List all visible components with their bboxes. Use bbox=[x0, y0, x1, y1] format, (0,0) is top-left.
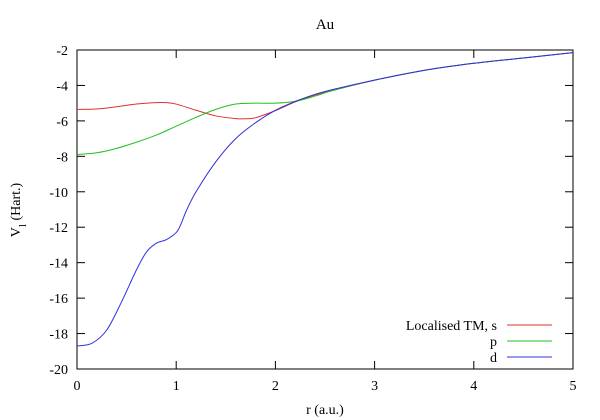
y-tick-label: -16 bbox=[49, 292, 68, 307]
y-tick-label: -18 bbox=[49, 328, 68, 343]
legend-label: d bbox=[490, 351, 497, 366]
y-tick-label: -20 bbox=[49, 363, 68, 378]
y-axis-label-sub: l bbox=[17, 224, 29, 227]
chart-title: Au bbox=[316, 17, 335, 33]
y-axis-label: Vl (Hart.) bbox=[9, 182, 29, 237]
x-tick-label: 0 bbox=[74, 379, 81, 394]
legend-label: Localised TM, s bbox=[406, 319, 497, 334]
legend: Localised TM, spd bbox=[406, 319, 552, 366]
y-tick-label: -2 bbox=[56, 44, 68, 59]
y-tick-label: -4 bbox=[56, 79, 68, 94]
y-axis-label-main: V bbox=[9, 227, 24, 237]
series-line-1 bbox=[76, 52, 574, 156]
y-tick-label: -10 bbox=[49, 186, 68, 201]
y-tick-label: -6 bbox=[56, 115, 68, 130]
plot-frame bbox=[76, 49, 574, 370]
x-tick-label: 4 bbox=[470, 379, 477, 394]
legend-label: p bbox=[490, 335, 497, 350]
x-tick-label: 2 bbox=[272, 379, 279, 394]
series-group bbox=[76, 52, 574, 347]
series-line-0 bbox=[76, 52, 574, 120]
y-tick-label: -8 bbox=[56, 150, 68, 165]
y-tick-label: -14 bbox=[49, 257, 68, 272]
x-tick-label: 1 bbox=[173, 379, 180, 394]
x-tick-label: 3 bbox=[371, 379, 378, 394]
y-tick-label: -12 bbox=[49, 221, 68, 236]
x-tick-label: 5 bbox=[570, 379, 577, 394]
series-line-2 bbox=[76, 52, 574, 347]
x-axis: 0 1 2 3 4 5 bbox=[74, 50, 577, 394]
y-axis: -20 -18 -16 -14 -12 -10 -8 -6 -4 -2 bbox=[49, 44, 573, 378]
y-axis-label-rest: (Hart.) bbox=[9, 182, 24, 224]
x-axis-label: r (a.u.) bbox=[306, 403, 344, 418]
